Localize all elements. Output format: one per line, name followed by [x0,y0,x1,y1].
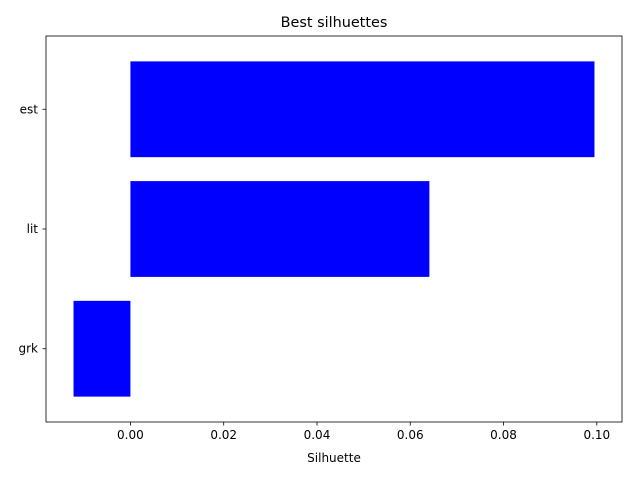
x-tick-label: 0.00 [117,428,144,442]
bar-lit [130,181,430,277]
x-tick-label: 0.02 [210,428,237,442]
x-axis-title: Silhuette [307,451,361,465]
plot-area: 0.00 0.02 0.04 0.06 0.08 0.10 grk lit est [19,35,623,442]
bar-grk [73,300,131,397]
x-tick-label: 0.08 [490,428,517,442]
chart-title: Best silhuettes [281,15,388,31]
x-tick-label: 0.10 [583,428,610,442]
x-tick-label: 0.04 [304,428,331,442]
y-tick-label-lit: lit [27,222,39,236]
y-tick-label-est: est [20,102,39,116]
bar-est [130,61,595,158]
x-tick-label: 0.06 [397,428,424,442]
y-tick-label-grk: grk [19,342,39,356]
